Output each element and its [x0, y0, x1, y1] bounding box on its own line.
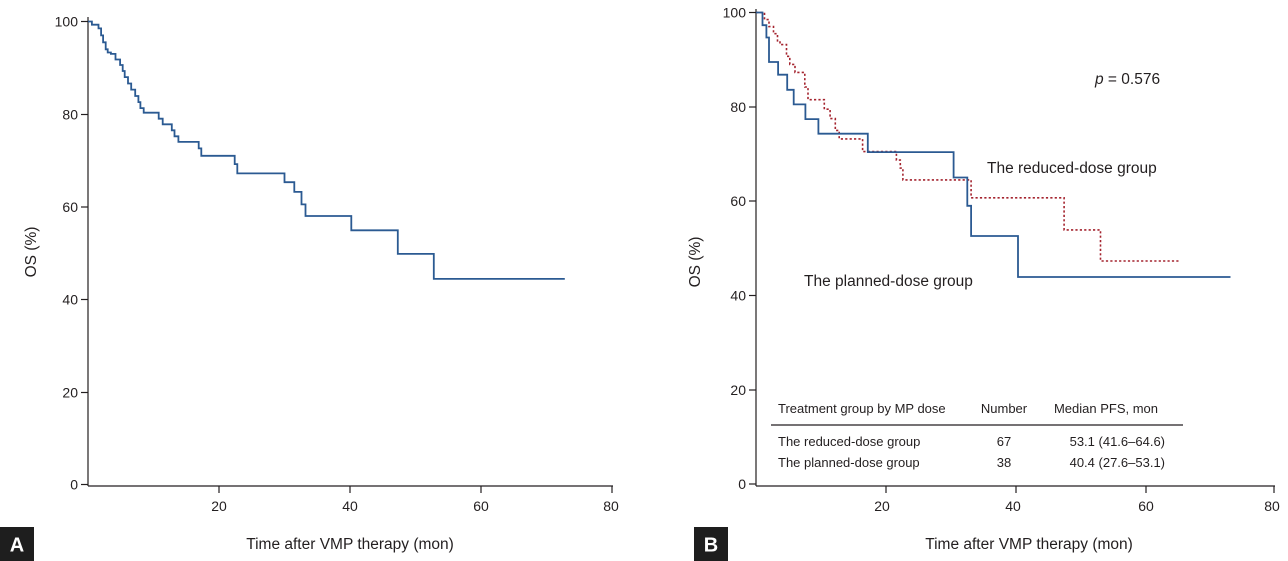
panel-a-y-tick-label: 80: [62, 107, 78, 123]
panel-b-x-axis-title: Time after VMP therapy (mon): [925, 536, 1133, 553]
panel-a-x-tick-labels: 20 40 60 80: [211, 498, 619, 514]
panel-b-reduced-dose-curve: [756, 11, 1179, 262]
table-cell-group: The planned-dose group: [778, 455, 920, 470]
panel-a-label-box: [0, 527, 34, 561]
table-header-median: Median PFS, mon: [1054, 401, 1158, 416]
panel-b-planned-dose-curve: [756, 11, 1231, 278]
panel-b-y-tick-label: 80: [730, 99, 746, 115]
panel-a-y-tick-label: 0: [70, 477, 78, 493]
table-row: The planned-dose group 38 40.4 (27.6–53.…: [778, 455, 1165, 470]
panel-b-y-tick-label: 0: [738, 476, 746, 492]
table-cell-number: 38: [997, 455, 1011, 470]
panel-a-label-text: A: [10, 535, 24, 557]
panel-a: 0 20 40 60 80 100 20 40 60 80 OS (%) Tim…: [0, 14, 619, 561]
panel-b-x-tick-label: 80: [1264, 498, 1280, 514]
table-header-number: Number: [981, 401, 1028, 416]
p-value-symbol: p: [1094, 71, 1104, 88]
panel-b-planned-dose-annotation: The planned-dose group: [804, 273, 973, 290]
panel-a-x-tick-label: 60: [473, 498, 489, 514]
panel-b-reduced-dose-annotation: The reduced-dose group: [987, 160, 1157, 177]
panel-b: 0 20 40 60 80 100 20 40 60 80 OS (%) Tim…: [687, 5, 1280, 561]
panel-a-y-tick-label: 60: [62, 199, 78, 215]
table-row: The reduced-dose group 67 53.1 (41.6–64.…: [778, 434, 1165, 449]
panel-a-y-ticks: [81, 20, 88, 486]
panel-b-summary-table: Treatment group by MP dose Number Median…: [771, 401, 1183, 470]
panel-b-y-ticks: [749, 11, 756, 485]
panel-a-x-tick-label: 20: [211, 498, 227, 514]
panel-a-os-curve: [88, 20, 565, 280]
panel-a-label: A: [0, 527, 34, 561]
panel-b-y-tick-label: 100: [723, 5, 747, 21]
panel-a-y-tick-label: 40: [62, 292, 78, 308]
table-cell-number: 67: [997, 434, 1011, 449]
panel-b-y-tick-label: 40: [730, 288, 746, 304]
panel-a-y-tick-labels: 0 20 40 60 80 100: [55, 14, 79, 493]
panel-a-x-tick-label: 80: [603, 498, 619, 514]
panel-b-p-value: p = 0.576: [1094, 71, 1160, 88]
panel-a-x-axis-title: Time after VMP therapy (mon): [246, 536, 454, 553]
panel-b-x-tick-label: 40: [1005, 498, 1021, 514]
table-header-group: Treatment group by MP dose: [778, 401, 946, 416]
panel-b-y-tick-label: 60: [730, 193, 746, 209]
panel-a-y-tick-label: 100: [55, 14, 79, 30]
panel-a-x-ticks: [218, 486, 613, 493]
panel-b-x-tick-labels: 20 40 60 80: [874, 498, 1280, 514]
table-cell-median: 40.4 (27.6–53.1): [1070, 455, 1165, 470]
panel-b-y-tick-labels: 0 20 40 60 80 100: [723, 5, 747, 493]
panel-b-x-tick-label: 20: [874, 498, 890, 514]
panel-b-y-axis-title: OS (%): [687, 237, 704, 288]
table-cell-group: The reduced-dose group: [778, 434, 920, 449]
panel-b-label-text: B: [704, 535, 718, 557]
panel-b-label-box: [694, 527, 728, 561]
panel-a-y-axis-title: OS (%): [23, 227, 40, 278]
panel-a-x-tick-label: 40: [342, 498, 358, 514]
panel-a-y-tick-label: 20: [62, 385, 78, 401]
p-value-number: = 0.576: [1104, 71, 1160, 88]
panel-b-y-tick-label: 20: [730, 382, 746, 398]
panel-b-x-ticks: [885, 486, 1275, 493]
table-cell-median: 53.1 (41.6–64.6): [1070, 434, 1165, 449]
panel-b-x-tick-label: 60: [1138, 498, 1154, 514]
panel-b-label: B: [694, 527, 728, 561]
